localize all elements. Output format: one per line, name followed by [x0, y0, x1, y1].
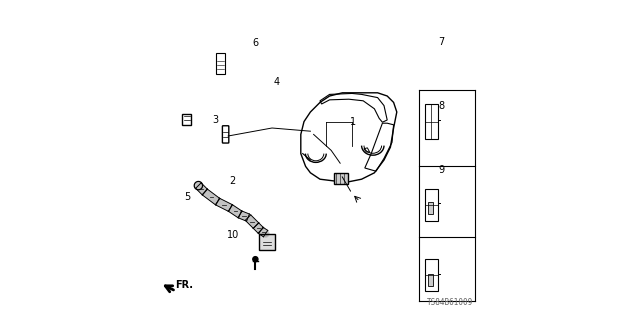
Text: 5: 5: [184, 192, 190, 202]
Text: 10: 10: [227, 230, 239, 240]
Bar: [334, 173, 348, 184]
Text: FR.: FR.: [175, 280, 193, 290]
Bar: [428, 202, 433, 214]
Text: 2: 2: [229, 176, 235, 186]
Bar: [182, 114, 191, 125]
Text: 8: 8: [438, 100, 445, 111]
Circle shape: [253, 257, 258, 262]
Text: 3: 3: [212, 115, 219, 125]
Text: 7: 7: [438, 36, 445, 47]
Text: 6: 6: [253, 38, 259, 48]
Bar: [259, 234, 275, 250]
Bar: [425, 259, 438, 291]
FancyBboxPatch shape: [223, 126, 229, 143]
Text: 9: 9: [438, 164, 445, 175]
Bar: [216, 53, 225, 74]
Text: 4: 4: [274, 76, 280, 87]
Text: 1: 1: [351, 116, 356, 127]
Text: TS84B61009: TS84B61009: [428, 298, 474, 307]
Bar: [428, 274, 433, 286]
Bar: [425, 189, 438, 221]
Bar: [425, 104, 438, 139]
